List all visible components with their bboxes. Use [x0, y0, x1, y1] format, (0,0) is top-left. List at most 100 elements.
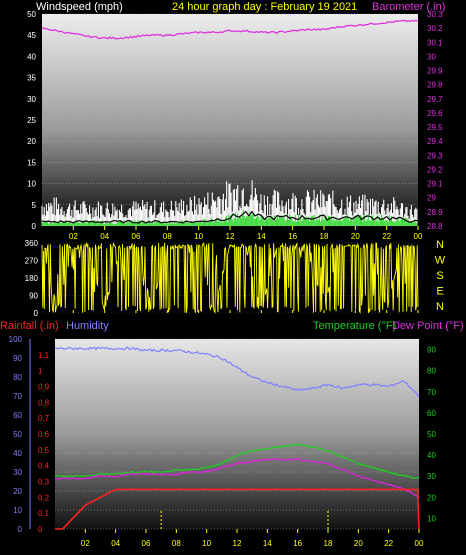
- barometer-tick: 29.6: [427, 109, 443, 118]
- barometer-tick: 29.9: [427, 67, 443, 76]
- rainfall-tick: 0.1: [38, 509, 50, 518]
- temperature-tick: 60: [427, 409, 436, 418]
- windspeed-label: Windspeed (mph): [36, 1, 123, 13]
- compass-letter: W: [435, 255, 446, 267]
- rainfall-tick: 0.3: [38, 478, 50, 487]
- windspeed-tick: 25: [27, 116, 36, 125]
- barometer-tick: 29.4: [427, 137, 443, 146]
- windspeed-tick: 0: [32, 222, 37, 231]
- wind-time-label: 06: [132, 232, 141, 241]
- wind-time-ticks: 02 04 06 08 10 12 14 16 18 20 22 00: [69, 226, 423, 241]
- temp-time-label: 10: [202, 539, 211, 548]
- windspeed-tick: 20: [27, 137, 36, 146]
- barometer-tick: 29.8: [427, 81, 443, 90]
- humidity-label: Humidity: [66, 320, 109, 332]
- temp-time-ticks: 02 04 06 08 10 12 14 16 18 20 22 00: [81, 529, 424, 548]
- temperature-tick: 50: [427, 430, 436, 439]
- wind-time-label: 14: [257, 232, 266, 241]
- direction-tick: 270: [25, 257, 39, 266]
- temperature-tick: 30: [427, 472, 436, 481]
- wind-bars: [41, 180, 418, 226]
- barometer-tick: 30: [427, 52, 436, 61]
- rainfall-label: Rainfall (.in): [0, 320, 59, 332]
- dewpoint-label: Dew Point (°F): [392, 320, 464, 332]
- wind-time-label: 12: [226, 232, 235, 241]
- wind-time-label: 20: [351, 232, 360, 241]
- barometer-tick: 28.9: [427, 208, 443, 217]
- wind-time-label: 08: [163, 232, 172, 241]
- temp-time-label: 02: [81, 539, 90, 548]
- wind-average-line: [41, 210, 419, 224]
- humidity-tick: 20: [13, 487, 22, 496]
- temp-time-label: 06: [142, 539, 151, 548]
- temperature-tick: 90: [427, 346, 436, 355]
- temp-time-label: 22: [384, 539, 393, 548]
- barometer-tick: 29.1: [427, 180, 443, 189]
- windspeed-tick: 5: [32, 201, 37, 210]
- direction-ticks: 0 90 180 270 360: [25, 239, 39, 318]
- windspeed-tick: 35: [27, 74, 36, 83]
- direction-series: [41, 241, 419, 314]
- wind-pressure-lines: [41, 19, 419, 224]
- temp-time-label: 08: [172, 539, 181, 548]
- windspeed-tick: 50: [27, 10, 36, 19]
- rainfall-tick: 0.8: [38, 398, 50, 407]
- rainfall-tick: 0.9: [38, 383, 50, 392]
- compass-letter: E: [436, 286, 443, 298]
- barometer-tick: 30.2: [427, 24, 443, 33]
- windspeed-tick: 45: [27, 31, 36, 40]
- humidity-tick: 40: [13, 449, 22, 458]
- windspeed-tick: 15: [27, 158, 36, 167]
- wind-time-label: 02: [69, 232, 78, 241]
- humidity-line: [54, 346, 420, 398]
- rainfall-line: [55, 488, 420, 530]
- temp-time-label: 14: [263, 539, 272, 548]
- wind-time-label: 16: [288, 232, 297, 241]
- barometer-tick: 28.8: [427, 222, 443, 231]
- compass-letter: N: [436, 239, 444, 251]
- temperature-label: Temperature (°F): [313, 320, 397, 332]
- barometer-tick: 30.1: [427, 38, 443, 47]
- humidity-tick: 30: [13, 468, 22, 477]
- wind-direction-line: [41, 241, 419, 314]
- rainfall-tick: 0: [38, 525, 43, 534]
- humidity-tick: 10: [13, 506, 22, 515]
- rainfall-tick: 0.4: [38, 462, 50, 471]
- wind-time-label: 10: [194, 232, 203, 241]
- temp-time-label: 18: [324, 539, 333, 548]
- humidity-tick: 70: [13, 392, 22, 401]
- direction-time-ticks: [72, 310, 419, 313]
- barometer-tick: 29.5: [427, 123, 443, 132]
- compass-letter: S: [436, 270, 443, 282]
- humidity-tick: 60: [13, 411, 22, 420]
- barometer-tick: 30.3: [427, 10, 443, 19]
- temperature-tick: 20: [427, 493, 436, 502]
- temp-time-label: 12: [233, 539, 242, 548]
- temperature-line: [54, 443, 420, 480]
- compass-letter: N: [436, 301, 444, 313]
- humidity-tick: 80: [13, 373, 22, 382]
- direction-tick: 180: [25, 274, 39, 283]
- temperature-tick: 70: [427, 388, 436, 397]
- barometer-tick: 29: [427, 194, 436, 203]
- barometer-tick: 29.3: [427, 151, 443, 160]
- rainfall-tick: 0.7: [38, 414, 50, 423]
- rainfall-tick: 0.6: [38, 430, 50, 439]
- temperature-tick: 10: [427, 514, 436, 523]
- temp-time-label: 20: [354, 539, 363, 548]
- dewpoint-line: [55, 457, 420, 498]
- temp-time-label: 00: [415, 539, 424, 548]
- humidity-tick: 50: [13, 430, 22, 439]
- humidity-tick: 0: [18, 525, 23, 534]
- temp-time-label: 16: [293, 539, 302, 548]
- direction-tick: 90: [29, 292, 38, 301]
- barometer-line: [41, 19, 419, 40]
- temperature-tick: 40: [427, 451, 436, 460]
- rainfall-tick: 1.1: [38, 351, 50, 360]
- rainfall-tick: 0.2: [38, 493, 50, 502]
- barometer-tick: 29.7: [427, 95, 443, 104]
